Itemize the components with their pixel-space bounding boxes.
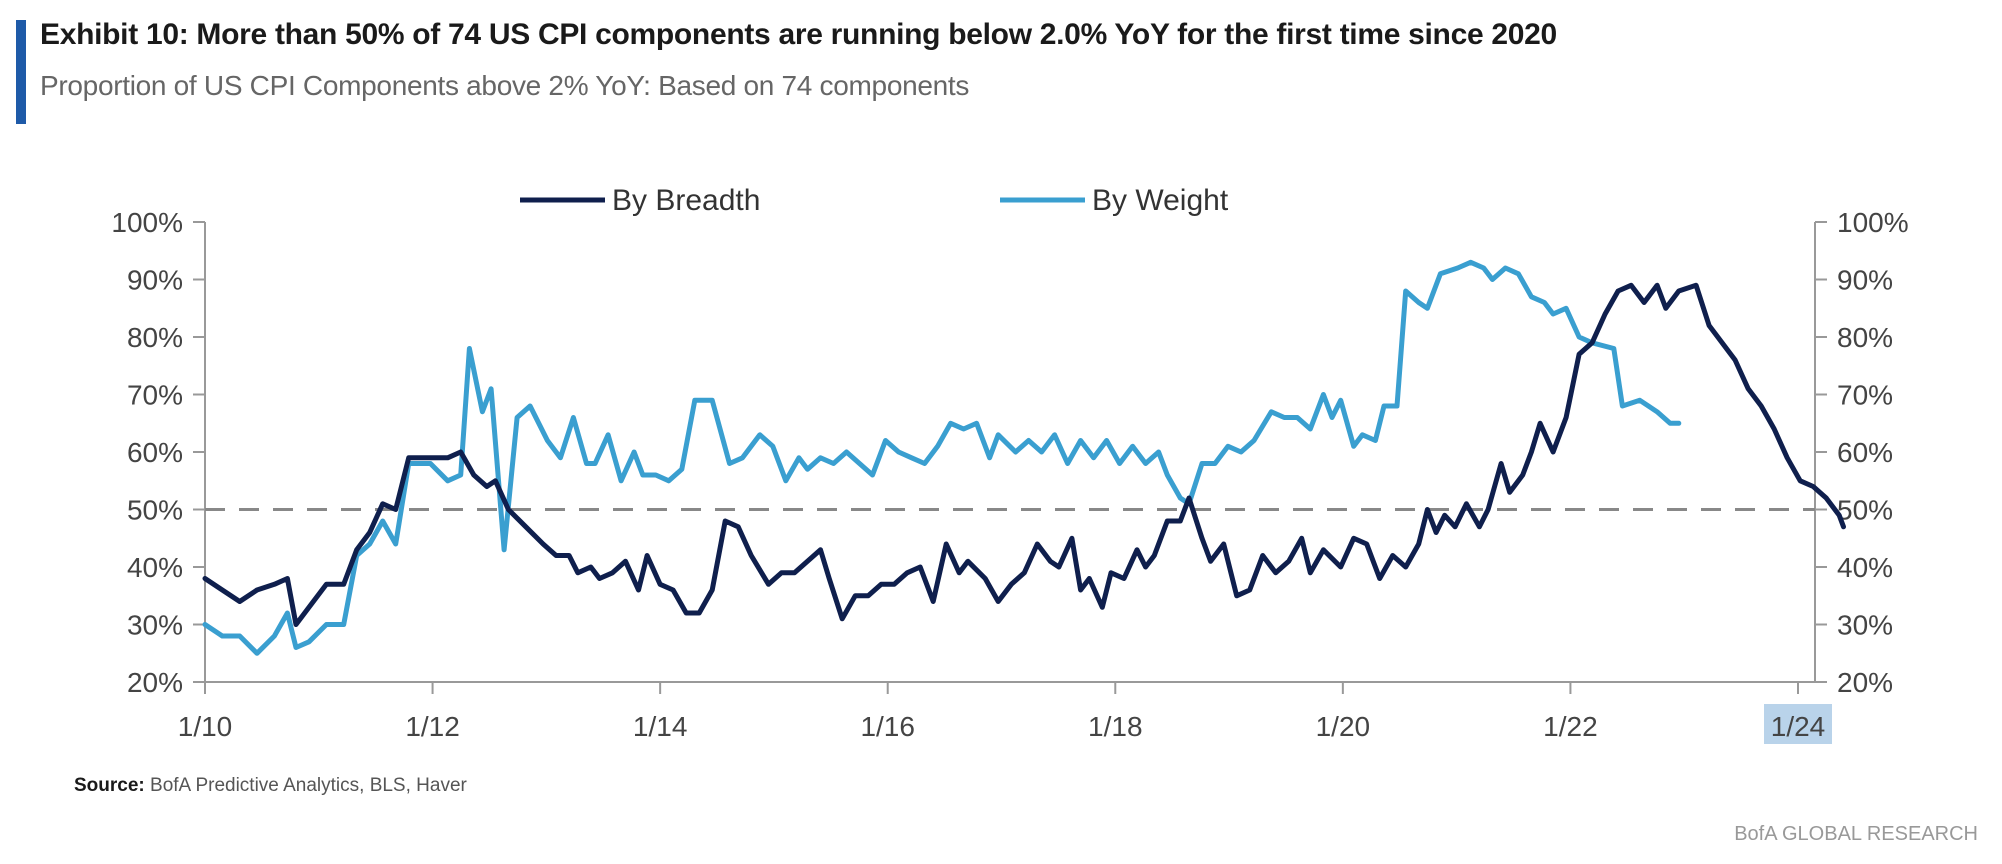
y-tick-label-right: 70% — [1837, 380, 1893, 411]
x-tick-label: 1/22 — [1543, 711, 1598, 742]
y-tick-label-right: 40% — [1837, 552, 1893, 583]
y-tick-label-right: 20% — [1837, 667, 1893, 698]
y-tick-label-left: 70% — [127, 380, 183, 411]
x-tick-label: 1/24 — [1771, 711, 1826, 742]
title-accent-bar — [16, 20, 26, 124]
y-tick-label-left: 100% — [111, 207, 183, 238]
chart-subtitle: Proportion of US CPI Components above 2%… — [40, 70, 970, 101]
x-tick-label: 1/14 — [633, 711, 688, 742]
source-label: Source: — [74, 775, 145, 796]
y-tick-label-right: 100% — [1837, 207, 1909, 238]
y-tick-label-left: 80% — [127, 322, 183, 353]
y-tick-label-left: 50% — [127, 495, 183, 526]
y-tick-label-right: 80% — [1837, 322, 1893, 353]
x-tick-label: 1/10 — [178, 711, 233, 742]
x-tick-label: 1/12 — [405, 711, 460, 742]
x-tick-label: 1/20 — [1316, 711, 1371, 742]
x-tick-label: 1/18 — [1088, 711, 1143, 742]
y-tick-label-right: 90% — [1837, 265, 1893, 296]
y-tick-label-left: 40% — [127, 552, 183, 583]
legend-label-by-weight: By Weight — [1092, 184, 1229, 217]
y-tick-label-left: 20% — [127, 667, 183, 698]
x-tick-label: 1/16 — [860, 711, 915, 742]
legend-label-by-breadth: By Breadth — [612, 184, 760, 217]
y-tick-label-right: 50% — [1837, 495, 1893, 526]
y-tick-label-right: 30% — [1837, 610, 1893, 641]
x-tick-highlight — [1764, 704, 1832, 744]
y-tick-label-right: 60% — [1837, 437, 1893, 468]
y-tick-label-left: 60% — [127, 437, 183, 468]
brand-label: BofA GLOBAL RESEARCH — [1734, 823, 1978, 845]
source-note: Source: BofA Predictive Analytics, BLS, … — [74, 775, 467, 797]
series-line-by-breadth — [202, 282, 1846, 627]
y-tick-label-left: 30% — [127, 610, 183, 641]
series-line-by-weight — [202, 259, 1682, 656]
source-text: BofA Predictive Analytics, BLS, Haver — [144, 775, 467, 796]
y-tick-label-left: 90% — [127, 265, 183, 296]
plot-area: 20% 20% 30% 30% 40% 40% 50% 50% 60% 60% 70% 70% 80% 8… — [111, 184, 1909, 744]
chart-title: Exhibit 10: More than 50% of 74 US CPI c… — [40, 18, 1557, 51]
